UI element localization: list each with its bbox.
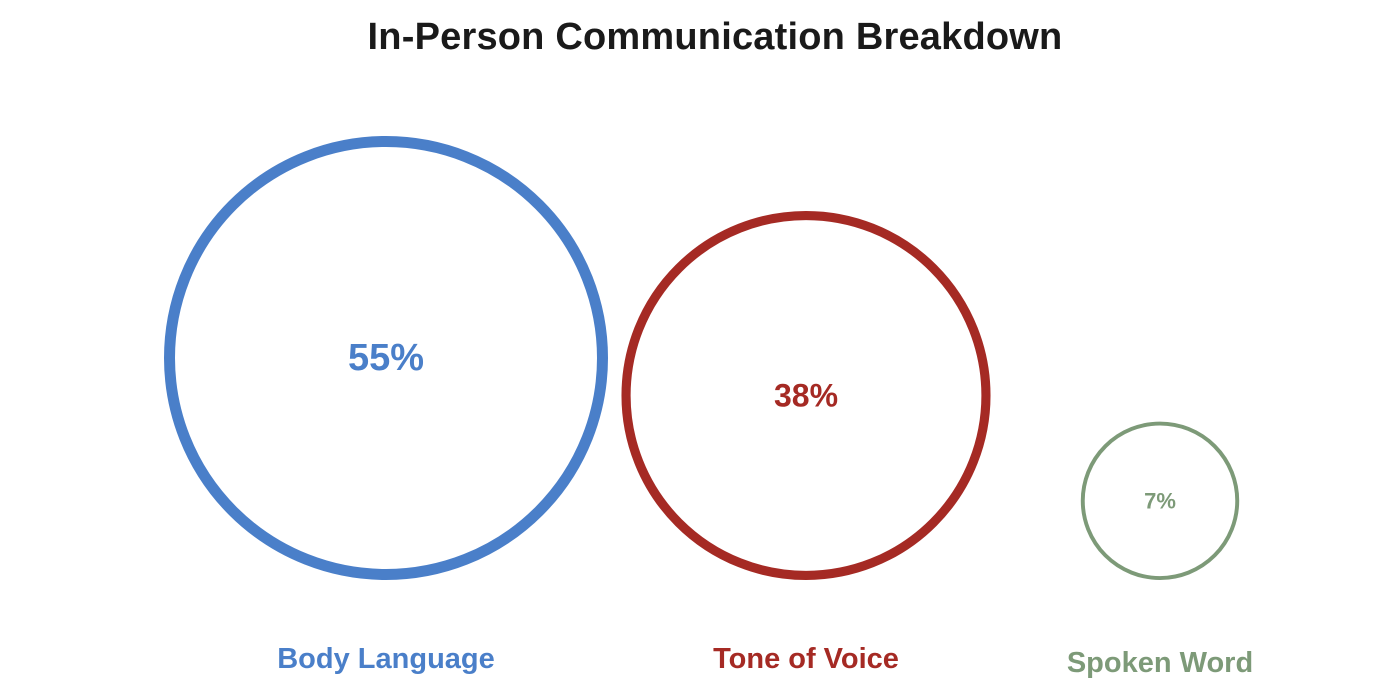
- bubble-tone-of-voice: [621, 210, 991, 580]
- value-label-tone-of-voice: 38%: [774, 377, 838, 413]
- category-label-body-language: Body Language: [277, 643, 495, 675]
- value-label-body-language: 55%: [348, 337, 424, 379]
- category-label-tone-of-voice: Tone of Voice: [713, 643, 899, 675]
- category-label-spoken-word: Spoken Word: [1067, 647, 1253, 679]
- chart-title: In-Person Communication Breakdown: [367, 16, 1063, 58]
- value-label-spoken-word: 7%: [1144, 488, 1176, 513]
- bubble-spoken-word: [1080, 421, 1240, 580]
- bubble-body-language: [164, 136, 608, 580]
